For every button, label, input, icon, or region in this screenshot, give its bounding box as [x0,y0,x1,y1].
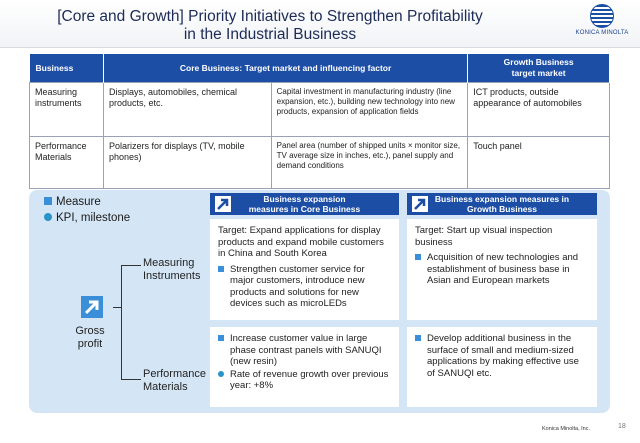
measure-item: Develop additional business in the surfa… [415,333,589,379]
cell-target-market: Polarizers for displays (TV, mobile phon… [102,136,272,189]
up-right-arrow-icon [215,196,231,212]
measure-text: Acquisition of new technologies and esta… [427,252,579,286]
measuring-instruments-label: Measuring Instruments [143,257,200,283]
performance-materials-label: Performance Materials [143,368,206,394]
core-measuring-card: Target: Expand applications for display … [210,219,399,320]
page-title: [Core and Growth] Priority Initiatives t… [0,8,540,44]
measuring-label-line1: Measuring [143,257,195,269]
connector-line [121,265,122,380]
cell-growth: ICT products, outside appearance of auto… [467,82,610,137]
kpi-text: Rate of revenue growth over previous yea… [230,368,389,392]
kpi-item: Rate of revenue growth over previous yea… [218,369,391,392]
up-right-arrow-icon [412,196,428,212]
header-growth-line2: target market [511,68,566,78]
header-business: Business [29,54,104,83]
table-header-row: Business Core Business: Target market an… [29,54,610,83]
gross-profit-line1: Gross [75,325,105,337]
measure-item: Acquisition of new technologies and esta… [415,252,589,287]
growth-header-line1: Business expansion measures in [434,194,570,204]
table-row: Performance Materials Polarizers for dis… [29,136,610,189]
company-logo: KONICA MINOLTA [570,4,634,44]
connector-line [113,307,122,308]
measure-text: Develop additional business in the surfa… [427,333,579,379]
measure-bullet-icon [415,254,421,260]
title-line-1: [Core and Growth] Priority Initiatives t… [57,8,483,25]
measure-item: Strengthen customer service for major cu… [218,264,391,310]
core-performance-card: Increase customer value in large phase c… [210,327,399,407]
legend-measure: Measure [44,196,101,208]
growth-performance-card: Develop additional business in the surfa… [407,327,597,407]
header-growth: Growth Business target market [467,54,610,83]
growth-measuring-target: Target: Start up visual inspection busin… [415,225,553,248]
gross-profit-line2: profit [77,338,103,350]
measure-item: Increase customer value in large phase c… [218,333,391,368]
page-number: 18 [618,423,626,430]
measure-text: Strengthen customer service for major cu… [230,263,365,310]
globe-logo-icon [590,4,614,28]
logo-text: KONICA MINOLTA [575,30,629,36]
growth-header-line2: Growth Business [467,204,537,214]
kpi-dot-icon [44,213,52,221]
connector-line [121,265,141,266]
header-core: Core Business: Target market and influen… [103,54,469,83]
cell-business: Performance Materials [29,136,104,189]
title-line-2: in the Industrial Business [183,26,357,43]
legend-measure-label: Measure [56,196,101,208]
legend-kpi-label: KPI, milestone [56,212,131,224]
measure-square-icon [44,197,52,205]
performance-label-line2: Materials [143,381,188,393]
core-expansion-header: Business expansion measures in Core Busi… [210,193,399,215]
kpi-bullet-icon [218,370,224,377]
cell-factor: Capital investment in manufacturing indu… [270,82,469,137]
core-header-line1: Business expansion [263,194,346,204]
growth-expansion-header: Business expansion measures in Growth Bu… [407,193,597,215]
measure-bullet-icon [218,265,224,272]
gross-profit-label: Gross profit [68,325,112,351]
performance-label-line1: Performance [143,368,206,380]
core-header-line2: measures in Core Business [248,204,361,214]
growth-measuring-card: Target: Start up visual inspection busin… [407,219,597,320]
cell-factor: Panel area (number of shipped units × mo… [270,136,469,189]
connector-line [121,379,141,380]
header-growth-line1: Growth Business [503,57,574,67]
measuring-label-line2: Instruments [143,270,201,282]
measure-bullet-icon [415,335,421,341]
cell-target-market: Displays, automobiles, chemical products… [102,82,272,137]
title-bar: [Core and Growth] Priority Initiatives t… [0,0,640,48]
business-table: Business Core Business: Target market an… [29,54,610,189]
core-measuring-target: Target: Expand applications for display … [218,225,384,259]
measure-text: Increase customer value in large phase c… [230,333,382,367]
footer-company: Konica Minolta, Inc. [542,426,590,432]
cell-business: Measuring instruments [29,82,104,137]
legend-kpi: KPI, milestone [44,212,130,224]
gross-profit-arrow-icon [81,296,103,318]
table-row: Measuring instruments Displays, automobi… [29,82,610,137]
cell-growth: Touch panel [467,136,610,189]
measure-bullet-icon [218,335,224,341]
